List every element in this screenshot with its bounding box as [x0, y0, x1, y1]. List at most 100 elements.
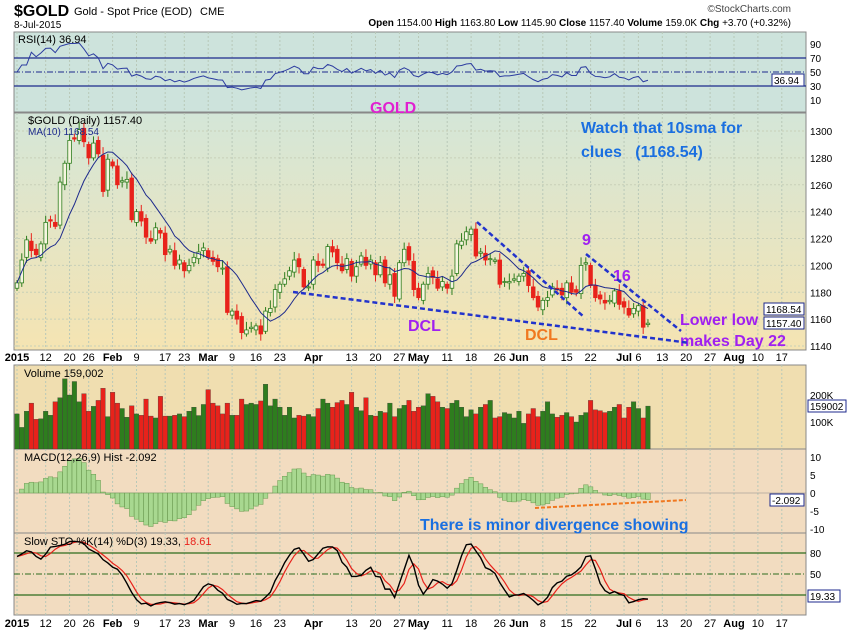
candle — [115, 165, 120, 186]
candle — [14, 282, 20, 289]
volume-bar — [454, 400, 460, 450]
x-tick-label: 12 — [40, 618, 52, 630]
x-tick-label: 26 — [83, 618, 95, 630]
macd-hist-bar — [315, 474, 321, 494]
macd-hist-bar — [521, 492, 527, 500]
y-tick-label: 1200 — [810, 261, 833, 272]
volume-bar — [353, 406, 359, 450]
macd-hist-bar — [67, 460, 73, 494]
candle — [535, 295, 541, 308]
rsi-line — [16, 42, 649, 91]
candle — [478, 251, 483, 254]
x-tick-label: 6 — [635, 618, 641, 630]
volume-bar — [621, 417, 627, 450]
macd-hist-bar — [167, 492, 173, 521]
macd-hist-bar — [449, 492, 455, 496]
volume-bar — [86, 411, 92, 450]
x-tick-label: 13 — [345, 618, 357, 630]
macd-hist-bar — [621, 492, 627, 497]
candle — [134, 211, 139, 223]
candle — [191, 256, 197, 264]
price-label: $GOLD (Daily) 1157.40 — [28, 115, 142, 127]
macd-hist-bar — [196, 492, 202, 506]
candle — [358, 255, 364, 265]
instrument-name: Gold - Spot Price (EOD) — [74, 6, 192, 18]
volume-bar — [554, 416, 560, 450]
volume-bar — [540, 411, 546, 450]
candle — [244, 329, 249, 335]
ma-last-tag-box — [763, 302, 805, 316]
volume-bar — [392, 416, 398, 450]
volume-bar — [612, 406, 617, 450]
x-tick-label: 22 — [584, 352, 596, 364]
x-tick-label: 20 — [63, 352, 75, 364]
x-tick-label: 27 — [704, 352, 716, 364]
macd-hist-bar — [554, 492, 560, 499]
candle — [378, 262, 383, 276]
candle — [354, 266, 359, 277]
macd-hist-bar — [588, 486, 594, 494]
volume-bar — [263, 384, 269, 450]
volume-bar — [578, 415, 584, 450]
volume-bar — [597, 410, 603, 450]
macd-hist-bar — [229, 492, 235, 507]
x-tick-label: Feb — [103, 618, 123, 630]
volume-bar — [425, 393, 431, 450]
x-tick-label: May — [408, 618, 430, 630]
candle — [201, 247, 206, 252]
ohlc-key: Chg — [699, 18, 723, 29]
macd-hist-bar — [559, 492, 565, 498]
macd-last-tag: -2.092 — [772, 496, 801, 507]
macd-label: MACD(12,26,9) Hist -2.092 — [24, 452, 157, 464]
y-tick-label: -10 — [810, 525, 825, 536]
candle — [249, 326, 254, 329]
volume-bar — [387, 402, 393, 450]
volume-bar — [62, 378, 68, 450]
volume-bar — [349, 392, 355, 450]
candle — [607, 299, 612, 303]
candle — [158, 230, 163, 234]
volume-bar — [401, 405, 407, 450]
candle — [33, 248, 39, 256]
macd-hist-bar — [535, 492, 541, 506]
y-tick-label: 1140 — [810, 342, 832, 353]
volume-bar — [162, 415, 168, 450]
macd-hist-bar — [349, 487, 355, 494]
volume-bar — [167, 415, 173, 450]
candle — [186, 264, 192, 272]
candle — [588, 264, 593, 286]
volume-bar — [177, 413, 182, 450]
x-tick-label: 10 — [752, 352, 764, 364]
volume-last-tag: 159002 — [810, 402, 844, 413]
volume-bar — [253, 404, 259, 450]
volume-bar — [157, 396, 163, 450]
macd-hist-bar — [38, 481, 44, 494]
sto-k-label: Slow STO %K(14) %D(3) 19.33, — [24, 536, 181, 548]
volume-bar — [57, 397, 63, 450]
macd-hist-bar — [110, 492, 116, 499]
volume-bar — [358, 410, 364, 450]
ohlc-key: Volume — [627, 18, 666, 29]
x-tick-label: 26 — [83, 352, 95, 364]
candle — [626, 308, 632, 316]
candle — [401, 248, 407, 264]
volume-bar — [497, 416, 503, 450]
macd-hist-bar — [401, 492, 407, 494]
macd-hist-bar — [602, 492, 608, 496]
candle — [516, 275, 522, 282]
volume-bar — [129, 405, 135, 450]
volume-bar — [181, 416, 187, 450]
macd-hist-bar — [358, 487, 364, 494]
macd-hist-bar — [329, 474, 336, 494]
macd-hist-bar — [516, 492, 522, 502]
candle — [392, 273, 397, 297]
rsi-last-tag: 36.94 — [774, 76, 799, 87]
macd-hist-bar — [143, 492, 149, 526]
volume-bar — [396, 408, 402, 450]
x-tick-label: 20 — [680, 618, 692, 630]
x-tick-label: Aug — [723, 618, 744, 630]
candle — [612, 290, 617, 304]
candle — [301, 269, 306, 288]
volume-bar — [645, 405, 651, 450]
volume-bar — [291, 417, 297, 450]
